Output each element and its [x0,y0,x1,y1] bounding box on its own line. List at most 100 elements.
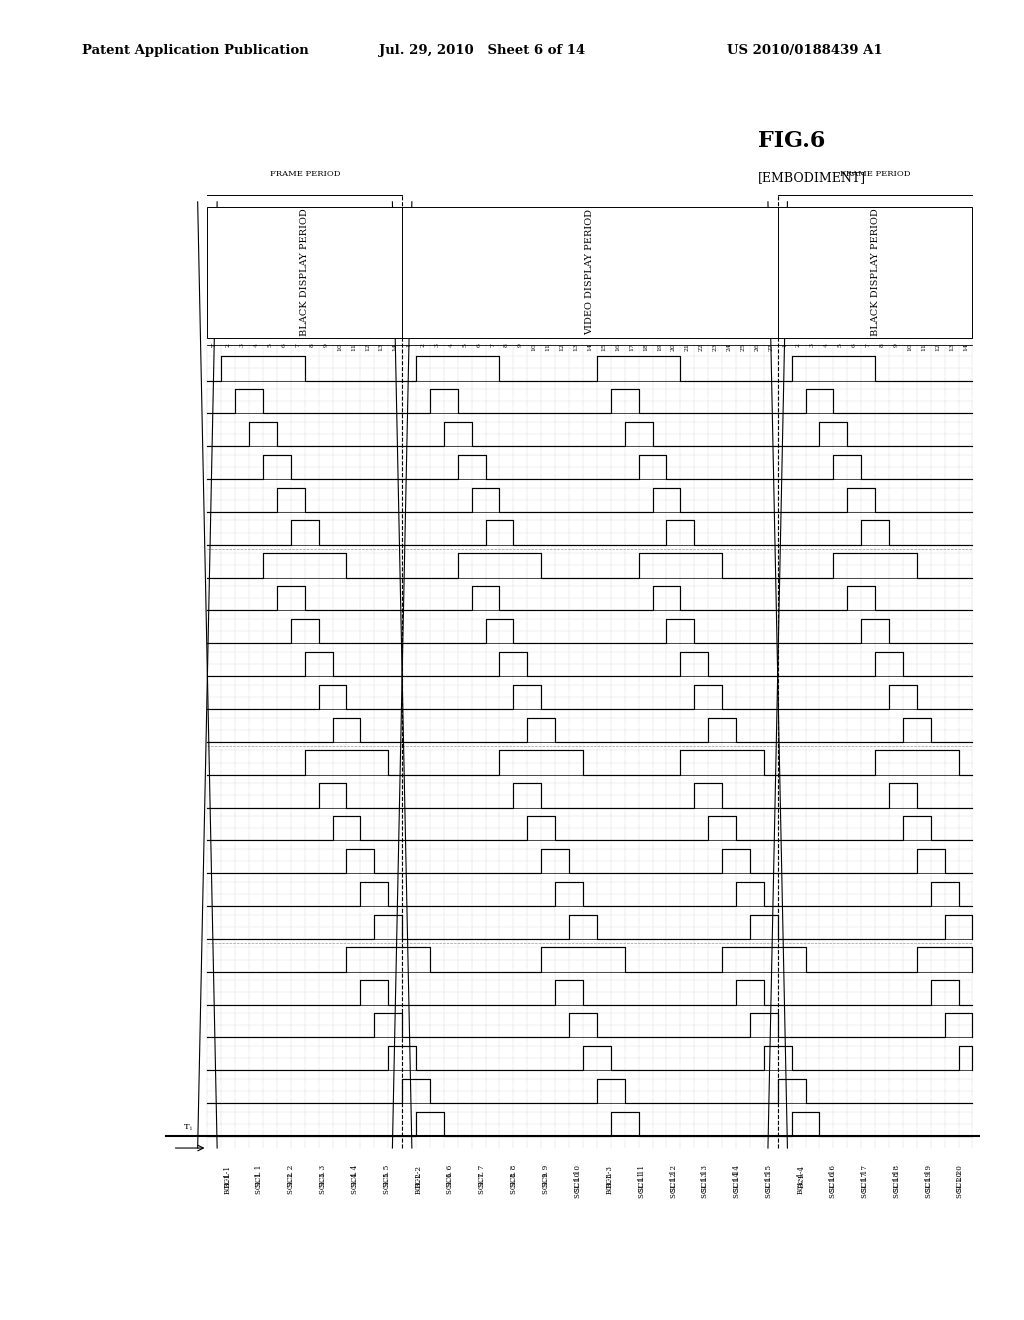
Text: 25: 25 [740,343,745,351]
Text: 4: 4 [824,343,828,347]
Text: SCL 7: SCL 7 [478,1172,486,1193]
Text: 12: 12 [935,343,940,351]
Text: 8: 8 [504,343,509,347]
Text: 5: 5 [838,343,843,347]
Text: SCL 3: SCL 3 [318,1172,327,1193]
Text: SCL 4: SCL 4 [351,1166,358,1187]
Text: BCL-2: BCL-2 [415,1172,423,1195]
Text: SCL 1: SCL 1 [255,1172,263,1193]
Text: SCL 15: SCL 15 [765,1166,773,1192]
Text: 2: 2 [225,343,230,347]
Text: BCL-3: BCL-3 [606,1166,613,1188]
Text: 9: 9 [893,343,898,347]
Text: SCL 6: SCL 6 [446,1172,455,1193]
Text: 24: 24 [726,343,731,351]
Text: 5: 5 [267,343,272,347]
Text: 14: 14 [588,343,593,351]
Text: 2: 2 [421,343,426,347]
Text: 16: 16 [615,343,621,351]
Text: 4: 4 [449,343,454,347]
Text: 14: 14 [392,343,397,351]
Text: SCL 20: SCL 20 [956,1166,965,1192]
Text: SCL 16: SCL 16 [829,1172,837,1199]
Text: SCL 8: SCL 8 [510,1166,518,1187]
Text: SCL 10: SCL 10 [574,1166,582,1192]
Text: 6: 6 [852,343,857,347]
Text: 6: 6 [476,343,481,347]
Text: SCL 1: SCL 1 [255,1166,263,1188]
Text: 20: 20 [671,343,676,351]
Text: SCL 5: SCL 5 [383,1172,391,1193]
Text: VIDEO DISPLAY PERIOD: VIDEO DISPLAY PERIOD [586,210,594,335]
Text: 6: 6 [282,343,287,347]
Text: Jul. 29, 2010   Sheet 6 of 14: Jul. 29, 2010 Sheet 6 of 14 [379,44,585,57]
Text: 14: 14 [963,343,968,351]
Text: 15: 15 [601,343,606,351]
Text: 11: 11 [546,343,551,351]
Text: BCL-3: BCL-3 [606,1172,613,1195]
Text: 17: 17 [629,343,634,351]
Text: T: T [212,343,217,347]
Text: T: T [183,1123,189,1131]
Text: BCL-4: BCL-4 [797,1172,805,1195]
Text: SCL 16: SCL 16 [829,1166,837,1192]
Text: SCL 18: SCL 18 [893,1172,901,1199]
Text: 21: 21 [685,343,690,351]
Text: SCL 19: SCL 19 [925,1166,933,1192]
Text: SCL 14: SCL 14 [733,1172,741,1199]
Text: 18: 18 [643,343,648,351]
Text: SCL 5: SCL 5 [383,1166,391,1187]
Text: SCL 2: SCL 2 [287,1172,295,1193]
Text: FRAME PERIOD: FRAME PERIOD [269,169,340,177]
Bar [777,207,973,338]
Text: BCL-1: BCL-1 [223,1166,231,1188]
Text: SCL 9: SCL 9 [542,1166,550,1187]
Bar [208,207,402,338]
Text: SCL 13: SCL 13 [701,1172,710,1199]
Text: SCL 18: SCL 18 [893,1166,901,1192]
Text: SCL 9: SCL 9 [542,1172,550,1193]
Text: 7: 7 [295,343,300,347]
Text: SCL 17: SCL 17 [861,1172,868,1199]
Text: SCL 12: SCL 12 [670,1166,678,1192]
Text: 8: 8 [880,343,885,347]
Text: BCL-1: BCL-1 [223,1172,231,1195]
Text: 13: 13 [949,343,954,351]
Text: 2: 2 [796,343,801,347]
Text: 12: 12 [559,343,564,351]
Text: SCL 6: SCL 6 [446,1166,455,1187]
Text: SCL 15: SCL 15 [765,1172,773,1199]
Text: Patent Application Publication: Patent Application Publication [82,44,308,57]
Text: SCL 19: SCL 19 [925,1172,933,1199]
Text: SCL 8: SCL 8 [510,1172,518,1193]
Text: 8: 8 [309,343,314,347]
Text: 5: 5 [462,343,467,347]
Text: FRAME PERIOD: FRAME PERIOD [840,169,910,177]
Text: 1: 1 [782,343,787,347]
Text: 10: 10 [337,343,342,351]
Text: SCL 17: SCL 17 [861,1166,868,1192]
Text: SCL 11: SCL 11 [638,1166,646,1192]
Text: BLACK DISPLAY PERIOD: BLACK DISPLAY PERIOD [300,209,309,337]
Bar [402,207,777,338]
Text: 10: 10 [907,343,912,351]
Text: BCL-2: BCL-2 [415,1166,423,1188]
Text: SCL 10: SCL 10 [574,1172,582,1199]
Text: SCL 7: SCL 7 [478,1166,486,1187]
Text: SCL 2: SCL 2 [287,1166,295,1187]
Text: 23: 23 [713,343,718,351]
Text: SCL 13: SCL 13 [701,1166,710,1192]
Text: 7: 7 [490,343,495,347]
Text: FIG.6: FIG.6 [758,131,825,152]
Text: 7: 7 [865,343,870,347]
Text: SCL 14: SCL 14 [733,1166,741,1192]
Text: BCL-4: BCL-4 [797,1166,805,1188]
Text: [EMBODIMENT]: [EMBODIMENT] [758,172,866,183]
Text: 12: 12 [365,343,370,351]
Text: SCL 12: SCL 12 [670,1172,678,1199]
Text: 9: 9 [518,343,523,347]
Text: 13: 13 [379,343,384,351]
Text: 19: 19 [657,343,662,351]
Text: 9: 9 [324,343,328,347]
Text: 3: 3 [810,343,815,347]
